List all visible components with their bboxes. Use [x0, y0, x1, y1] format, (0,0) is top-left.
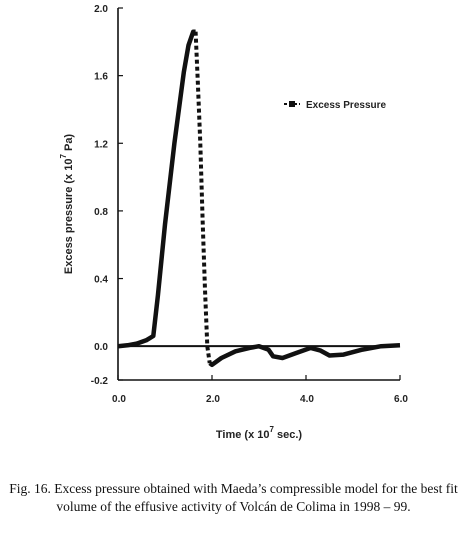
x-tick-label: 4.0	[300, 394, 314, 405]
y-tick-label: 0.4	[94, 275, 108, 286]
line-chart: -0.20.00.40.81.21.62.00.0 2.0 4.0 6.0 Exces…	[59, 4, 409, 441]
legend-marker	[289, 101, 295, 107]
series-line-tail	[208, 343, 401, 368]
chart-axes	[117, 8, 400, 381]
x-tick-label: 6.0	[394, 394, 408, 405]
series-line-drop	[193, 31, 212, 364]
figure-caption: Fig. 16. Excess pressure obtained with M…	[9, 481, 458, 514]
x-tick-label: 2.0	[206, 394, 220, 405]
x-axis-label: Time (x 107 sec.)	[216, 425, 303, 441]
legend-entry: Excess Pressure	[306, 100, 387, 111]
x-tick-label: 0.0	[112, 394, 126, 405]
y-tick-label: 1.6	[94, 72, 108, 83]
chart-legend: Excess Pressure	[284, 100, 387, 111]
chart-ticks: -0.20.00.40.81.21.62.00.0 2.0 4.0 6.0	[91, 4, 409, 405]
y-tick-label: 0.0	[94, 342, 108, 353]
y-axis-label: Excess pressure (x 107 Pa)	[59, 134, 75, 275]
y-tick-label: 1.2	[94, 139, 108, 150]
chart-series	[117, 29, 401, 368]
y-tick-label: -0.2	[91, 376, 109, 387]
y-tick-label: 2.0	[94, 4, 108, 15]
series-line-rise	[117, 29, 196, 349]
y-tick-label: 0.8	[94, 207, 108, 218]
